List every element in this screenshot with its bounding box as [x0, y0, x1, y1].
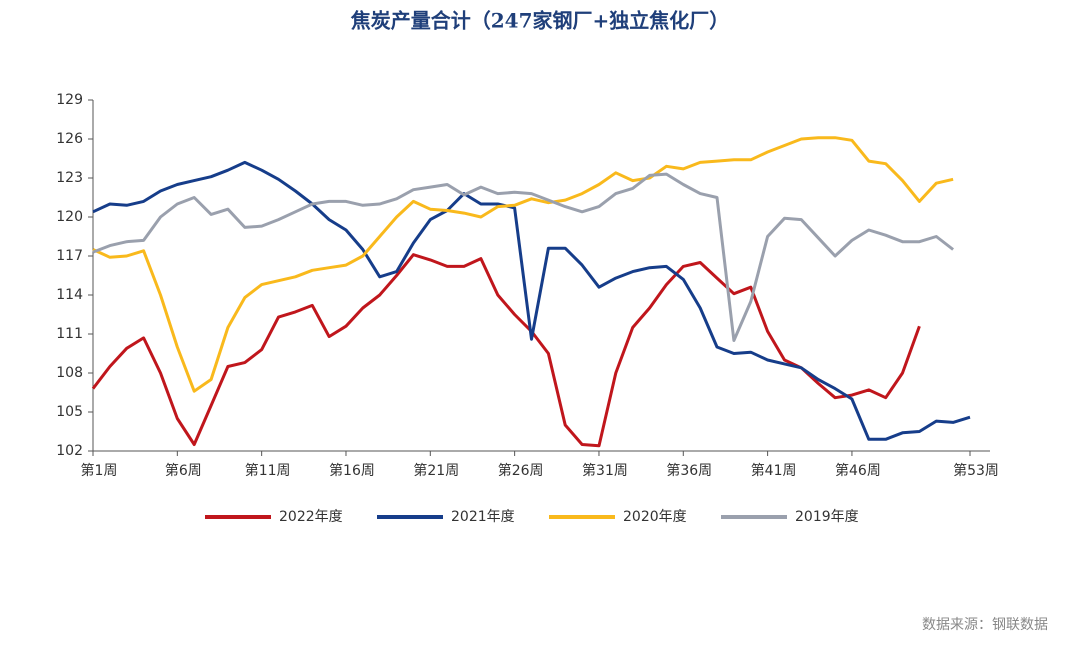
x-tick-label: 第16周: [329, 462, 375, 479]
y-tick-label: 123: [56, 170, 83, 186]
x-tick-label: 第1周: [81, 462, 118, 479]
x-tick-label: 第31周: [582, 462, 628, 479]
legend-label: 2021年度: [451, 509, 515, 525]
y-tick-label: 108: [56, 365, 83, 381]
line-series: [91, 253, 921, 448]
x-tick-label: 第11周: [245, 462, 291, 479]
x-tick-label: 第26周: [498, 462, 544, 479]
y-tick-label: 117: [56, 248, 83, 264]
x-tick-label: 第41周: [751, 462, 797, 479]
x-tick-label: 第53周: [953, 462, 999, 479]
y-tick-label: 129: [56, 92, 83, 108]
legend-label: 2020年度: [623, 509, 687, 525]
x-tick-label: 第46周: [835, 462, 881, 479]
line-series: [92, 160, 971, 441]
line-series: [92, 136, 954, 393]
y-tick-label: 102: [56, 443, 83, 459]
source: 数据来源：钢联数据: [922, 617, 1048, 633]
y-tick-label: 126: [56, 131, 83, 147]
y-tick-label: 111: [56, 326, 83, 342]
x-tick-label: 第6周: [165, 462, 202, 479]
legend-label: 2019年度: [795, 509, 859, 525]
y-tick-label: 105: [56, 404, 83, 420]
chart-title: 焦炭产量合计（247家钢厂+独立焦化厂）: [351, 9, 730, 33]
legend-label: 2022年度: [279, 509, 343, 525]
line-series: [92, 172, 955, 342]
x-tick-label: 第21周: [413, 462, 459, 479]
y-tick-label: 120: [56, 209, 83, 225]
x-tick-label: 第36周: [666, 462, 712, 479]
y-tick-label: 114: [56, 287, 83, 303]
